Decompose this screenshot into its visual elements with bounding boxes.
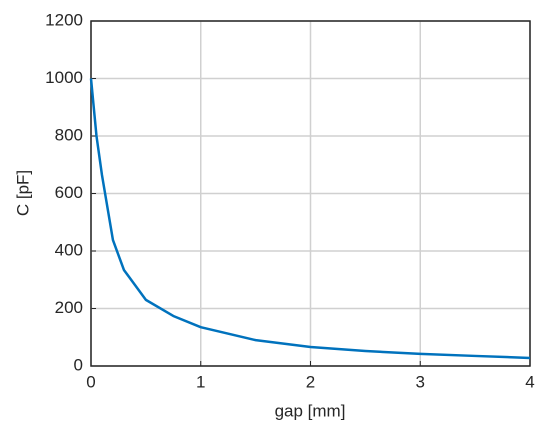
plot-frame (90, 20, 531, 367)
y-tick-label: 200 (55, 298, 83, 317)
y-tick-label: 800 (55, 125, 83, 144)
y-tick-label: 400 (55, 240, 83, 259)
x-tick-label: 2 (306, 372, 315, 391)
x-axis-label: gap [mm] (275, 401, 346, 420)
y-tick-label: 600 (55, 183, 83, 202)
x-tick-label: 4 (525, 372, 534, 391)
y-tick-label: 0 (74, 355, 83, 374)
y-axis-label: C [pF] (13, 170, 32, 216)
y-tick-label: 1200 (45, 10, 83, 29)
x-tick-label: 1 (196, 372, 205, 391)
x-tick-label: 3 (416, 372, 425, 391)
y-tick-label: 1000 (45, 68, 83, 87)
x-tick-label: 0 (86, 372, 95, 391)
series-line (89, 78, 531, 360)
